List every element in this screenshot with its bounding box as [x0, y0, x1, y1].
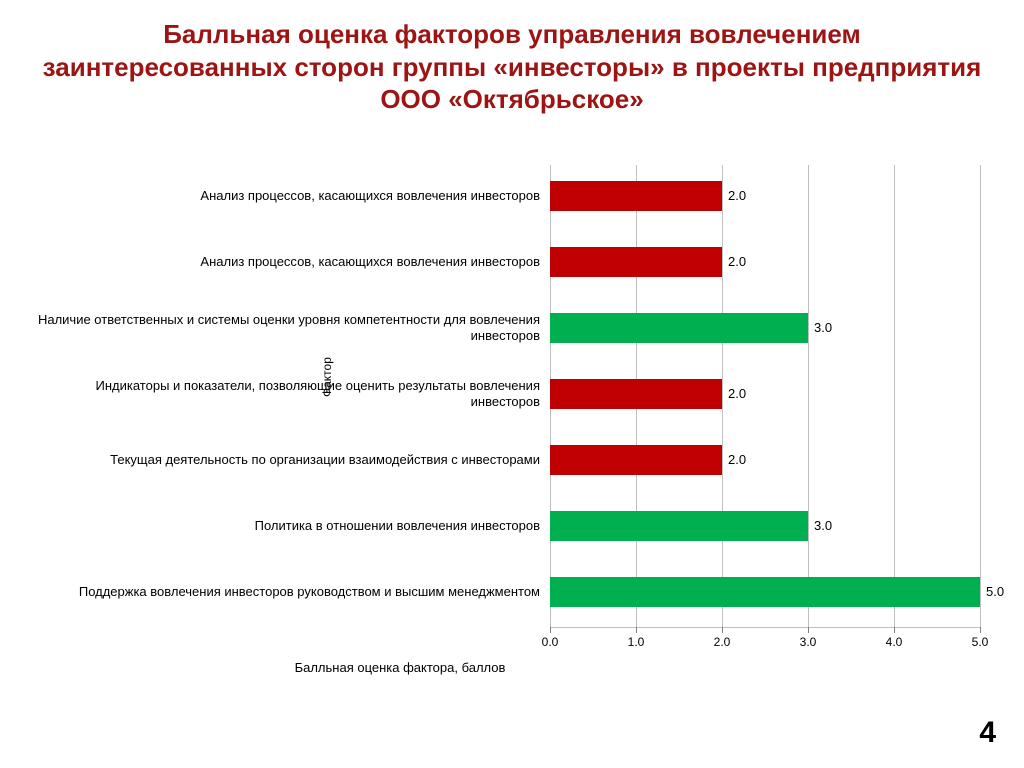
bar-value-label: 2.0 [722, 181, 746, 211]
x-tick-label: 5.0 [960, 627, 1000, 649]
category-label: Наличие ответственных и системы оценки у… [35, 312, 550, 345]
bar [550, 181, 722, 211]
slide: Балльная оценка факторов управления вовл… [0, 0, 1024, 768]
bar-value-label: 2.0 [722, 247, 746, 277]
category-label: Анализ процессов, касающихся вовлечения … [35, 254, 550, 270]
bar [550, 313, 808, 343]
category-label: Индикаторы и показатели, позволяющие оце… [35, 378, 550, 411]
x-tick-label: 4.0 [874, 627, 914, 649]
chart: Фактор 0.01.02.03.04.05.02.0Анализ проце… [30, 165, 994, 695]
x-tick-label: 1.0 [616, 627, 656, 649]
category-label: Текущая деятельность по организации взаи… [35, 452, 550, 468]
grid-line [894, 165, 895, 627]
grid-line [808, 165, 809, 627]
bar-value-label: 3.0 [808, 313, 832, 343]
bar [550, 511, 808, 541]
x-tick-label: 3.0 [788, 627, 828, 649]
slide-title: Балльная оценка факторов управления вовл… [0, 0, 1024, 126]
category-label: Политика в отношении вовлечения инвестор… [35, 518, 550, 534]
bar-value-label: 3.0 [808, 511, 832, 541]
bar [550, 379, 722, 409]
grid-line [980, 165, 981, 627]
bar [550, 577, 980, 607]
bar-value-label: 5.0 [980, 577, 1004, 607]
bar-value-label: 2.0 [722, 379, 746, 409]
x-tick-label: 2.0 [702, 627, 742, 649]
category-label: Анализ процессов, касающихся вовлечения … [35, 188, 550, 204]
plot-area: 0.01.02.03.04.05.02.0Анализ процессов, к… [550, 165, 980, 628]
category-label: Поддержка вовлечения инвесторов руководс… [35, 584, 550, 600]
bar [550, 247, 722, 277]
page-number: 4 [979, 716, 996, 750]
x-tick-label: 0.0 [530, 627, 570, 649]
bar-value-label: 2.0 [722, 445, 746, 475]
bar [550, 445, 722, 475]
x-axis-label: Балльная оценка фактора, баллов [220, 660, 580, 675]
